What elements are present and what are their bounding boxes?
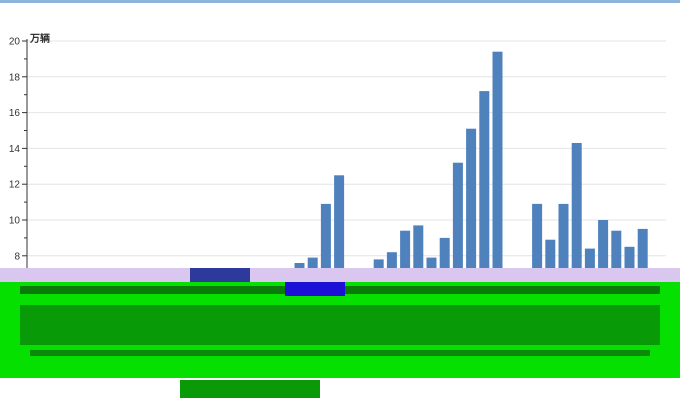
bar — [558, 203, 569, 283]
y-tick-label: 14 — [9, 144, 21, 155]
glitch-band-lavender — [0, 268, 680, 282]
glitch-band-bottom — [0, 378, 680, 405]
glitch-block — [190, 268, 250, 282]
y-tick-label: 10 — [9, 216, 21, 227]
bar — [532, 203, 543, 283]
y-tick-label: 12 — [9, 180, 21, 191]
bar — [386, 252, 397, 283]
top-rule — [0, 0, 680, 3]
bar — [492, 51, 503, 283]
bar — [413, 225, 424, 283]
bar — [400, 230, 411, 283]
y-tick-label: 16 — [9, 108, 21, 119]
glitch-block — [20, 305, 660, 345]
bar — [584, 248, 595, 283]
bar — [545, 239, 556, 283]
y-tick-label: 20 — [9, 37, 21, 48]
bar — [452, 162, 463, 283]
bar — [320, 203, 331, 283]
bar — [571, 143, 582, 283]
y-tick-label: 18 — [9, 72, 21, 83]
bar — [439, 237, 450, 283]
glitch-block — [180, 380, 320, 398]
glitch-block — [285, 282, 345, 296]
y-tick-label: 8 — [14, 251, 20, 262]
bar — [334, 175, 345, 283]
bar — [637, 228, 648, 283]
glitch-block — [30, 350, 650, 356]
y-unit-label: 万辆 — [29, 32, 50, 45]
bar — [624, 246, 635, 283]
bar — [598, 220, 609, 283]
bar — [466, 128, 477, 283]
bar — [611, 230, 622, 283]
bar — [479, 91, 490, 283]
